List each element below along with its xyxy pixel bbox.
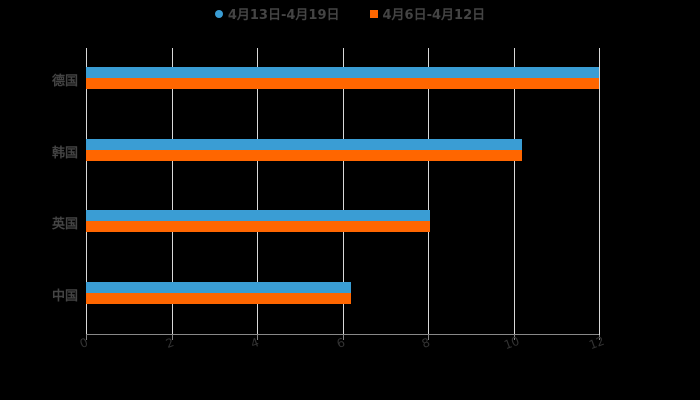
legend-item-series-1[interactable]: 4月13日-4月19日 [214, 4, 340, 23]
legend-square-icon [369, 9, 378, 18]
bar-series-1[interactable] [86, 138, 523, 150]
gridline [514, 48, 515, 335]
legend-label: 4月6日-4月12日 [382, 8, 486, 23]
gridline [599, 48, 600, 335]
x-tick [428, 335, 429, 340]
gridline [257, 48, 258, 335]
chart-legend: 4月13日-4月19日 4月6日-4月12日 [0, 4, 700, 23]
x-tick [343, 335, 344, 340]
category-label: 中国 [51, 289, 78, 305]
bar-series-1[interactable] [86, 66, 599, 78]
x-tick-label: 0 [77, 335, 90, 351]
x-tick [514, 335, 515, 340]
x-tick-label: 4 [248, 335, 261, 351]
bar-series-2[interactable] [86, 77, 599, 89]
bar-series-1[interactable] [86, 210, 431, 222]
gridline [428, 48, 429, 335]
legend-dot-icon [214, 9, 223, 18]
bar-series-2[interactable] [86, 221, 431, 233]
x-tick-label: 12 [587, 333, 607, 353]
x-axis [86, 334, 599, 335]
x-tick [86, 335, 87, 340]
x-tick [257, 335, 258, 340]
bar-series-2[interactable] [86, 149, 523, 161]
x-tick-label: 10 [502, 333, 522, 353]
x-tick [599, 335, 600, 340]
bar-series-1[interactable] [86, 282, 352, 294]
legend-item-series-2[interactable]: 4月6日-4月12日 [369, 4, 486, 23]
bar-series-2[interactable] [86, 293, 352, 305]
gridline [343, 48, 344, 335]
x-tick-label: 2 [163, 335, 176, 351]
x-tick-label: 6 [334, 335, 347, 351]
category-label: 德国 [51, 73, 78, 89]
category-label: 韩国 [51, 145, 78, 161]
legend-label: 4月13日-4月19日 [227, 8, 340, 23]
x-tick-label: 8 [419, 335, 432, 351]
plot-area [86, 48, 600, 340]
gridline [86, 48, 87, 335]
gridline [172, 48, 173, 335]
x-tick [172, 335, 173, 340]
category-label: 英国 [51, 217, 78, 233]
